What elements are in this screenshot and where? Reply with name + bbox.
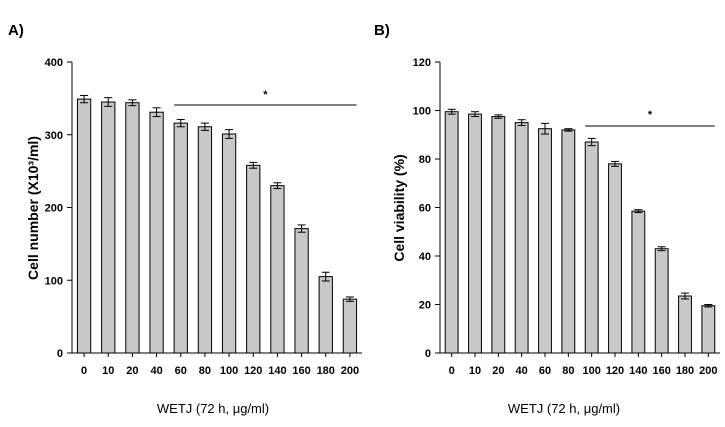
panel-b-bar <box>584 141 599 354</box>
panel-a-bar <box>173 122 188 354</box>
panel-a-bar <box>149 111 164 354</box>
panel-a-x-tick-label: 0 <box>81 365 87 377</box>
panel-b-y-tick-label: 40 <box>419 251 431 263</box>
panel-b-x-tick-label: 120 <box>606 365 624 377</box>
panel-a-bar <box>270 185 285 354</box>
panel-a-y-tick-label: 200 <box>45 203 63 215</box>
panel-a-bar <box>246 164 261 354</box>
panel-b-x-tick-label: 180 <box>676 365 694 377</box>
panel-a-significance-star: * <box>263 89 268 101</box>
panel-a-x-tick-label: 40 <box>150 365 162 377</box>
panel-b-bar <box>608 163 622 354</box>
panel-b-y-tick-label: 60 <box>419 203 431 215</box>
panel-a-plot: 0 100 200 300 400 0 10 20 40 60 80 100 120 140 160 180 2… <box>45 57 362 377</box>
panel-b-y-tick-label: 100 <box>413 106 431 118</box>
panel-b-x-tick-label: 100 <box>582 365 600 377</box>
panel-b-x-tick-label: 0 <box>449 365 455 377</box>
panel-a-x-tick-label: 60 <box>175 365 187 377</box>
panel-b-bar <box>514 122 529 354</box>
panel-b-significance-star: * <box>648 109 653 121</box>
panel-a-x-tick-label: 100 <box>220 365 238 377</box>
panel-a-bar <box>221 133 237 354</box>
panel-b-y-axis-label: Cell viability (%) <box>391 154 407 261</box>
panel-a-x-tick-label: 120 <box>244 365 262 377</box>
panel-a-bar <box>197 126 213 354</box>
panel-b-x-tick-label: 20 <box>492 365 504 377</box>
panel-a-y-axis-label: Cell number (X10³/ml) <box>25 136 41 280</box>
panel-b-bar <box>654 248 669 354</box>
panel-b-y-tick-label: 20 <box>419 300 431 312</box>
panel-b-y-tick-label: 0 <box>425 348 431 360</box>
panel-b-x-tick-label: 160 <box>652 365 670 377</box>
panel-a-label: A) <box>8 22 24 39</box>
panel-b-bar <box>631 210 646 354</box>
panel-a-x-tick-label: 140 <box>268 365 286 377</box>
panel-a-y-tick-label: 100 <box>45 275 63 287</box>
panel-a-bar <box>318 276 333 354</box>
panel-b-x-tick-label: 10 <box>469 365 481 377</box>
panel-a-x-tick-label: 200 <box>341 365 359 377</box>
panel-b-bar <box>468 113 482 354</box>
panel-a-x-tick-label: 80 <box>199 365 211 377</box>
panel-a-bar <box>76 98 92 354</box>
panel-b-plot: 0 20 40 60 80 100 120 0 10 20 40 60 80 100 120 140 160 18… <box>413 57 720 377</box>
panel-b-bar <box>561 129 576 354</box>
panel-a: A) Cell number (X10³/ml) WETJ (72 h, μg/… <box>8 22 362 416</box>
panel-b-bar <box>678 295 692 354</box>
panel-a-bar <box>101 101 116 354</box>
panel-b-bar <box>538 128 552 354</box>
panel-b-x-axis-label: WETJ (72 h, μg/ml) <box>508 401 620 416</box>
panel-b-y-tick-label: 120 <box>413 57 431 69</box>
panel-a-x-axis-label: WETJ (72 h, μg/ml) <box>157 401 269 416</box>
panel-b-x-tick-label: 200 <box>699 365 717 377</box>
panel-a-bar <box>294 228 309 354</box>
panel-b-bar <box>701 305 716 354</box>
panel-a-x-tick-label: 20 <box>126 365 138 377</box>
panel-b-x-tick-label: 140 <box>629 365 647 377</box>
panel-a-y-tick-label: 400 <box>45 57 63 69</box>
panel-b-bar <box>491 116 506 354</box>
panel-a-bar <box>342 298 358 354</box>
panel-b-bar <box>444 111 459 354</box>
panel-b: B) Cell viability (%) WETJ (72 h, μg/ml)… <box>374 22 720 416</box>
panel-b-x-tick-label: 60 <box>539 365 551 377</box>
panel-a-x-tick-label: 160 <box>292 365 310 377</box>
panel-a-x-tick-label: 10 <box>102 365 114 377</box>
panel-a-y-tick-label: 300 <box>45 130 63 142</box>
panel-a-x-tick-label: 180 <box>317 365 335 377</box>
panel-b-x-tick-label: 40 <box>516 365 528 377</box>
panel-b-x-tick-label: 80 <box>562 365 574 377</box>
panel-a-bar <box>125 102 140 354</box>
panel-b-label: B) <box>374 22 390 39</box>
panel-b-y-tick-label: 80 <box>419 154 431 166</box>
panel-a-y-tick-label: 0 <box>57 348 63 360</box>
